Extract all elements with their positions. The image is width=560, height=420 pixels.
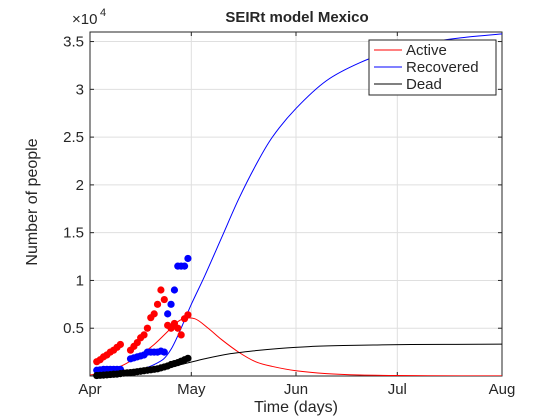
- series-layer: [90, 33, 502, 380]
- x-tick-label: May: [177, 381, 206, 398]
- y-tick-label: 2: [76, 177, 84, 194]
- data-point: [150, 310, 158, 318]
- scatter-series-1: [93, 254, 192, 374]
- data-point: [184, 311, 192, 319]
- x-axis-label: Time (days): [254, 399, 338, 416]
- data-point: [167, 300, 175, 308]
- legend: Active Recovered Dead: [368, 39, 497, 96]
- data-point: [157, 286, 165, 294]
- y-tick-label: 3.5: [63, 34, 84, 51]
- y-tick-label: 2.5: [63, 129, 84, 146]
- chart-title: SEIRt model Mexico: [225, 9, 368, 26]
- y-tick-label: 0.5: [63, 320, 84, 337]
- data-point: [160, 295, 168, 304]
- data-point: [174, 324, 182, 332]
- x-tick-label: Jun: [284, 381, 308, 398]
- x-tick-label: Jul: [388, 381, 407, 398]
- data-point: [160, 348, 168, 356]
- data-point: [184, 354, 192, 362]
- y-tick-label: 3: [76, 81, 84, 98]
- y-tick-label: 1.5: [63, 225, 84, 242]
- scatter-series-0: [93, 286, 192, 366]
- data-point: [170, 286, 179, 294]
- x-tick-label: Aug: [489, 381, 516, 398]
- legend-label-dead: Dead: [406, 76, 442, 93]
- ticks: Apr May Jun Jul Aug 0.5 1 1.5 2 2.5 3 3.5: [63, 32, 515, 398]
- legend-label-active: Active: [406, 42, 447, 59]
- data-point: [116, 340, 124, 349]
- data-point: [180, 262, 189, 270]
- data-point: [164, 310, 172, 318]
- data-point: [184, 254, 192, 263]
- y-axis-exponent-power: 4: [100, 7, 106, 19]
- data-point: [177, 331, 185, 339]
- scatter-series-2: [93, 354, 192, 380]
- x-tick-label: Apr: [78, 381, 101, 398]
- data-point: [153, 300, 162, 308]
- data-point: [140, 331, 148, 339]
- legend-label-recovered: Recovered: [406, 59, 479, 76]
- y-axis-exponent-base: ×10: [72, 11, 97, 28]
- data-point: [143, 324, 152, 332]
- y-tick-label: 1: [76, 272, 84, 289]
- y-axis-label: Number of people: [24, 138, 41, 265]
